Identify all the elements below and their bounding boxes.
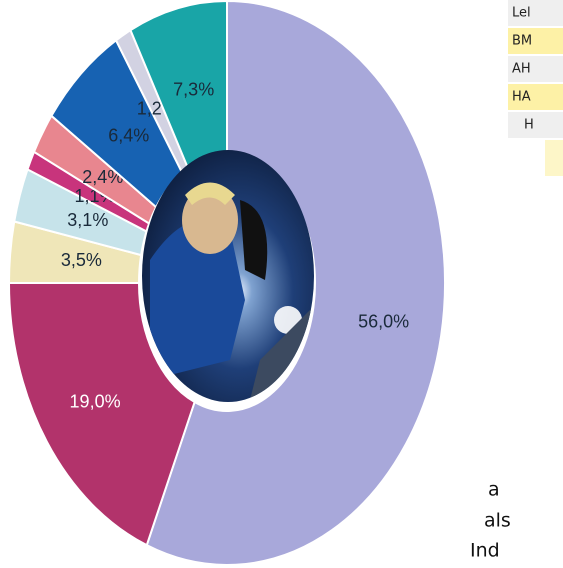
footer-text: a [488, 479, 500, 501]
slice-label: 3,1% [67, 210, 108, 230]
row-bg [508, 28, 563, 54]
slice-label: 7,3% [173, 80, 214, 100]
sidebar-row: BM [512, 34, 532, 49]
sidebar-row: Lel [512, 6, 531, 21]
slice-label: 19,0% [70, 391, 121, 411]
row-bg [508, 84, 563, 110]
footer-text: Ind [470, 540, 500, 562]
slice-label: 3,5% [61, 250, 102, 270]
hair [185, 182, 235, 205]
donut: 56,0%19,0%3,5%3,1%1,1%2,4%6,4%1,2%7,3% [7, 0, 446, 566]
mask [240, 200, 268, 280]
worker [150, 220, 245, 380]
row-bg [508, 56, 563, 82]
sidebar-row: HA [512, 90, 531, 105]
row-bg [508, 0, 563, 26]
slice-label: 6,4% [108, 125, 149, 145]
slice-label: 2,4% [82, 167, 123, 187]
photo [142, 150, 314, 402]
footer-text: als [484, 510, 511, 532]
slice [145, 0, 446, 566]
sidebar: Lel BM AH HA H [508, 0, 563, 176]
sidebar-row: H [524, 118, 534, 133]
sidebar-row: AH [512, 62, 531, 77]
slice [7, 282, 196, 547]
slice-label: 56,0% [358, 312, 409, 332]
row-bg [545, 140, 563, 176]
row-bg [508, 112, 563, 138]
